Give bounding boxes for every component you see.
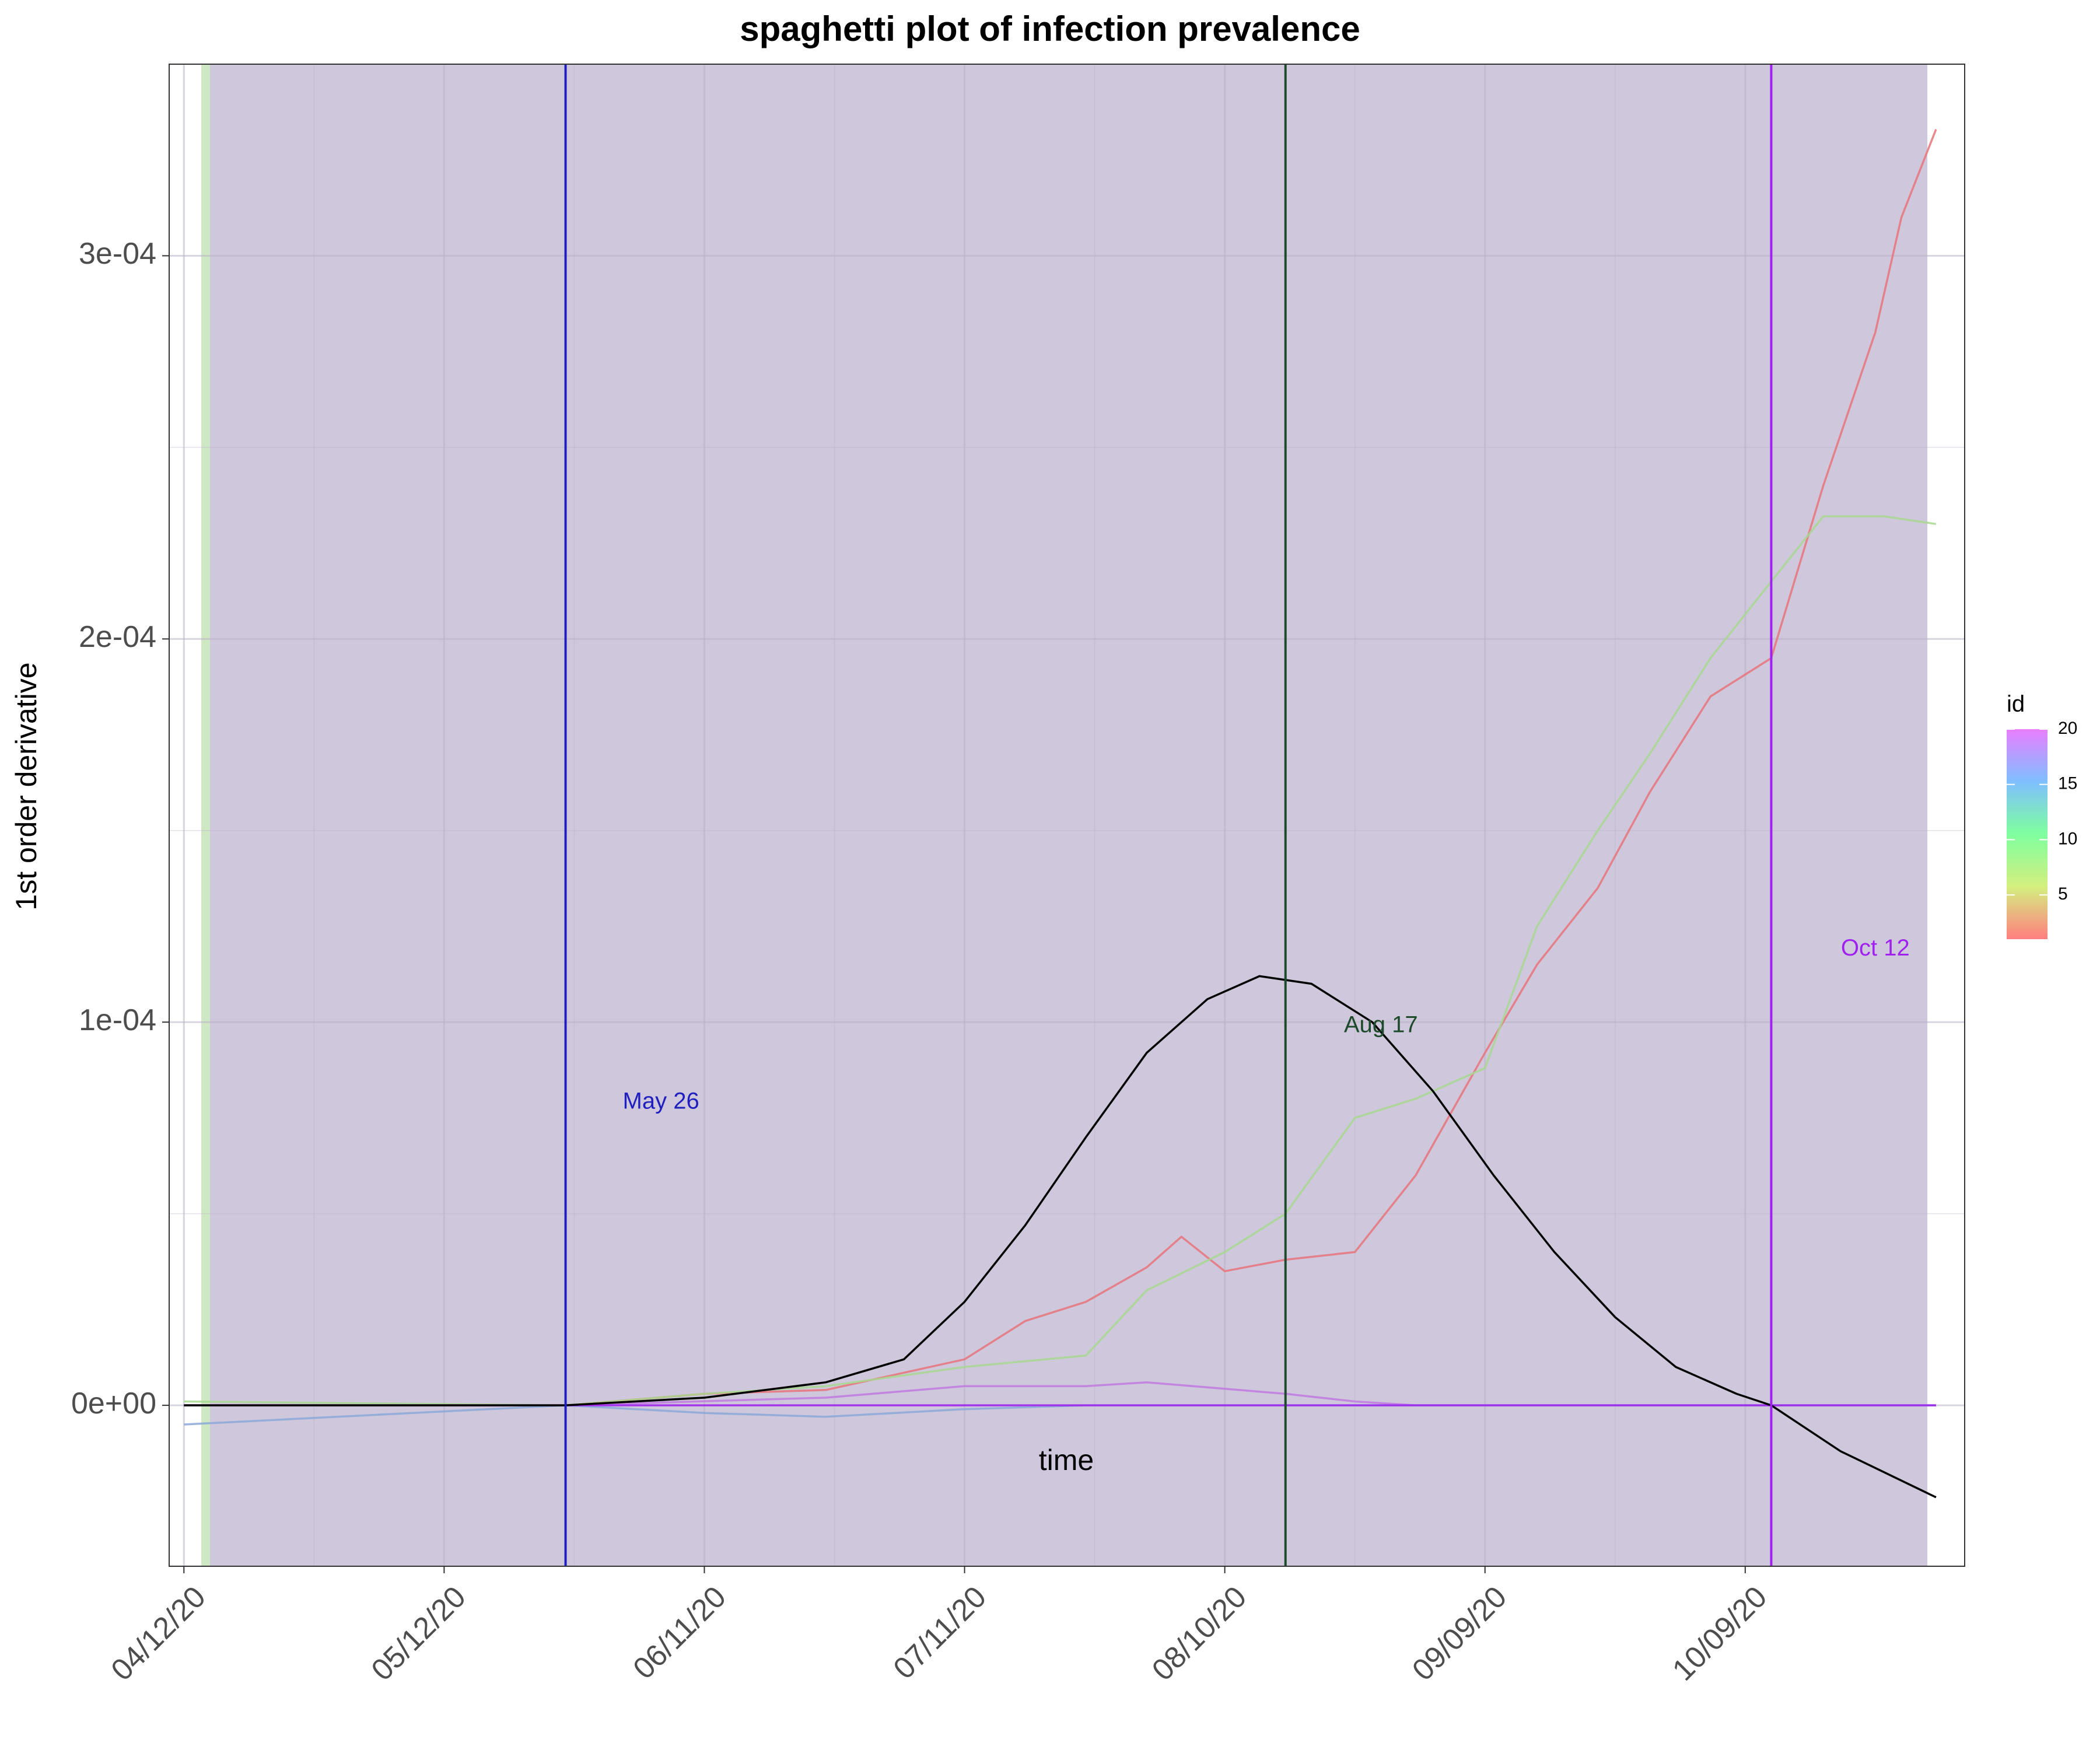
y-axis-title: 1st order derivative xyxy=(10,662,43,910)
shaded-region-1 xyxy=(201,64,210,1566)
x-tick-label: 07/11/20 xyxy=(887,1580,993,1685)
x-axis: 04/12/20 05/12/20 06/11/20 07/11/20 08/10/20… xyxy=(105,1566,1773,1688)
legend-label: 5 xyxy=(2058,884,2068,904)
series-line-id-1 xyxy=(184,129,1937,1406)
x-tick-label: 06/11/20 xyxy=(627,1580,733,1685)
y-axis: 0e+00 1e-04 2e-04 3e-04 xyxy=(71,237,169,1420)
series-line-id-6 xyxy=(184,515,1937,1406)
y-tick-label: 1e-04 xyxy=(79,1003,156,1037)
shaded-regions xyxy=(201,64,1928,1566)
x-tick-label: 08/10/20 xyxy=(1146,1580,1253,1687)
legend-label: 10 xyxy=(2058,829,2077,848)
legend-title: id xyxy=(2007,691,2025,717)
x-tick-label: 09/09/20 xyxy=(1406,1580,1513,1687)
annotation-label-1: May 26 xyxy=(623,1088,699,1114)
grid-lines xyxy=(169,64,1965,1566)
legend-label: 20 xyxy=(2058,719,2077,738)
annotation-label-3: Oct 12 xyxy=(1841,935,1910,961)
legend: id 20 15 10 5 xyxy=(2007,691,2077,939)
shaded-region-2 xyxy=(209,64,1928,1566)
plot-border xyxy=(169,64,1965,1567)
series-line-id-18 xyxy=(184,1381,1936,1406)
y-tick-label: 2e-04 xyxy=(79,620,156,654)
legend-label: 15 xyxy=(2058,774,2077,793)
y-tick-label: 3e-04 xyxy=(79,237,156,271)
x-tick-label: 05/12/20 xyxy=(365,1580,473,1687)
chart-title: spaghetti plot of infection prevalence xyxy=(740,9,1360,48)
x-tick-label: 10/09/20 xyxy=(1666,1580,1773,1687)
x-tick-label: 04/12/20 xyxy=(105,1580,212,1687)
y-tick-label: 0e+00 xyxy=(71,1387,156,1420)
legend-colorbar xyxy=(2007,729,2048,939)
annotation-label-2: Aug 17 xyxy=(1344,1012,1418,1037)
vertical-reference-lines: May 26 Aug 17 Oct 12 xyxy=(564,64,1910,1566)
x-axis-title: time xyxy=(1039,1444,1094,1476)
